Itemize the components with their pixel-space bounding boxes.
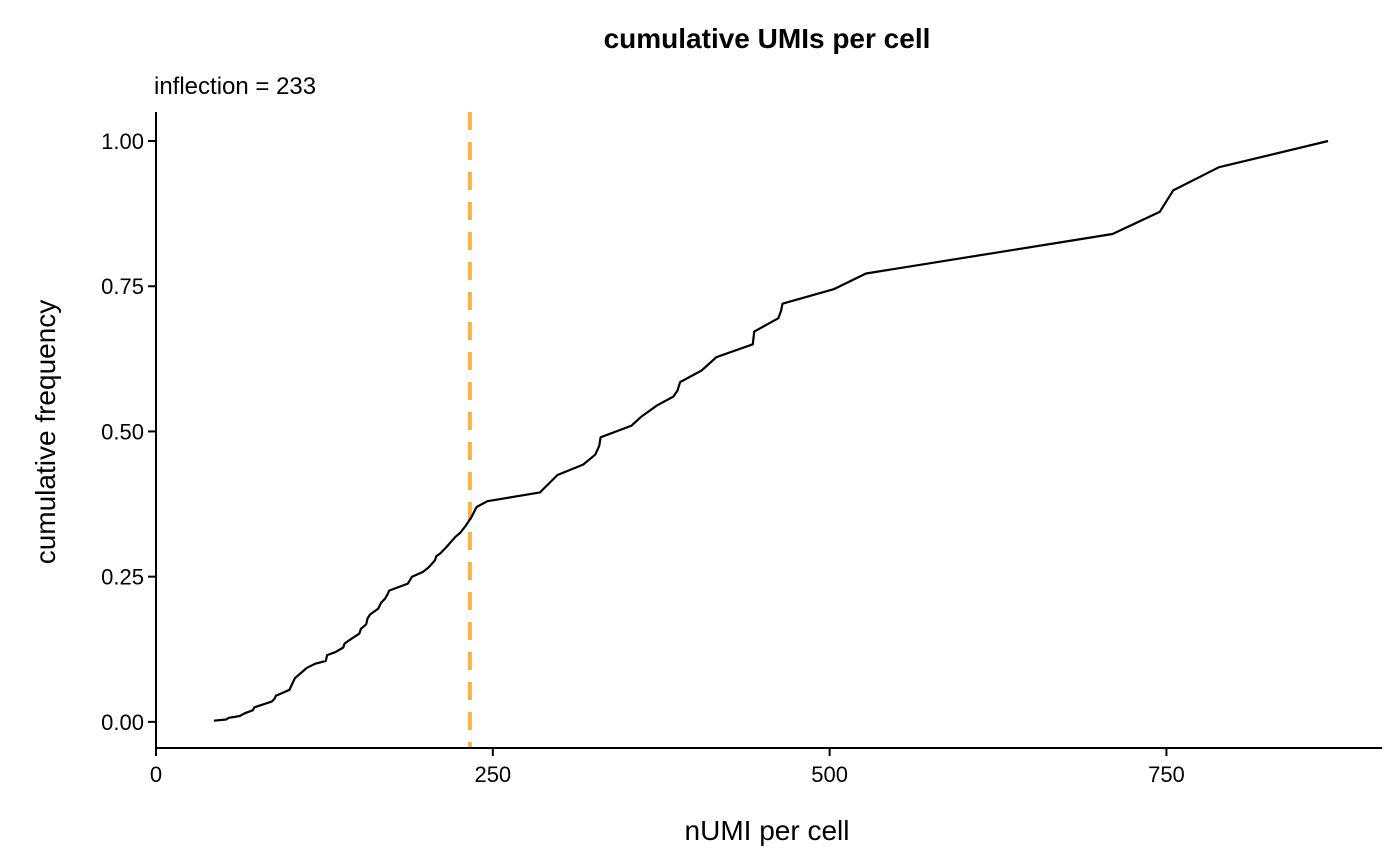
y-tick-label: 0.00 [101, 710, 144, 735]
x-tick-label: 750 [1148, 762, 1185, 787]
y-tick-label: 1.00 [101, 129, 144, 154]
y-tick-label: 0.75 [101, 274, 144, 299]
plot-area [213, 112, 1329, 748]
x-tick-label: 500 [811, 762, 848, 787]
y-axis-ticks: 0.00 0.25 0.50 0.75 1.00 [101, 129, 156, 735]
chart-title: cumulative UMIs per cell [604, 23, 931, 54]
x-axis-ticks: 0 250 500 750 [150, 748, 1185, 787]
x-tick-label: 0 [150, 762, 162, 787]
y-tick-label: 0.50 [101, 419, 144, 444]
x-axis-label: nUMI per cell [685, 815, 850, 846]
y-axis-label: cumulative frequency [30, 300, 61, 565]
y-tick-label: 0.25 [101, 565, 144, 590]
cumulative-frequency-line [213, 139, 1329, 722]
chart-subtitle: inflection = 233 [154, 73, 316, 100]
x-tick-label: 250 [474, 762, 511, 787]
